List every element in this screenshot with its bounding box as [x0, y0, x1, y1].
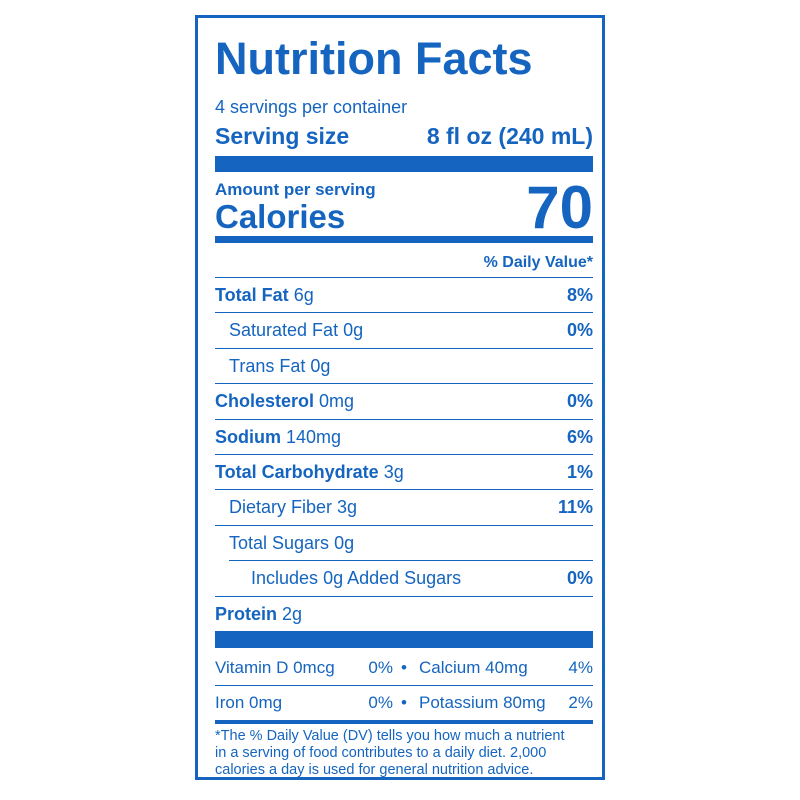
bullet: •	[401, 693, 407, 712]
footnote-line: in a serving of food contributes to a da…	[215, 745, 547, 761]
nutrient-amount: 0g	[343, 320, 364, 341]
vitamin-dv: 2%	[568, 693, 593, 712]
vitamin-dv: 0%	[368, 693, 393, 712]
serving-size: Serving size 8 fl oz (240 mL)	[215, 122, 593, 150]
serving-size-label: Serving size	[215, 123, 350, 149]
vitamin-name: Potassium 80mg	[419, 693, 546, 712]
thick-bar	[215, 156, 593, 172]
nutrient-amount: 140mg	[286, 426, 342, 447]
nutrient-dv: 1%	[566, 462, 593, 482]
row-divider	[215, 419, 593, 420]
nutrient-name: Dietary Fiber	[229, 497, 333, 518]
nutrient-row: Total Carbohydrate 3g	[215, 461, 404, 483]
nutrient-name: Saturated Fat	[229, 320, 339, 341]
row-divider	[215, 277, 593, 278]
servings: 4 servings per container	[215, 97, 408, 117]
amount-per-serving: Amount per serving	[215, 180, 376, 199]
nutrient-row: Total Sugars 0g	[229, 532, 354, 554]
row-divider	[215, 312, 593, 313]
nutrient-row: Dietary Fiber 3g	[229, 496, 357, 518]
nutrient-row: Saturated Fat 0g	[229, 319, 363, 341]
row-divider	[215, 454, 593, 455]
vitamin-name: Iron 0mg	[215, 693, 283, 712]
nutrient-name: Sodium	[215, 426, 281, 447]
medium-bar	[215, 720, 593, 724]
vitamin-dv: 4%	[568, 658, 593, 677]
nutrient-row: Cholesterol 0mg	[215, 390, 354, 412]
footnote-line: calories a day is used for general nutri…	[215, 762, 534, 778]
daily-value-header: % Daily Value*	[483, 254, 593, 271]
nutrient-name: Total Fat	[215, 285, 289, 305]
nutrient-name: Total Sugars	[229, 532, 330, 553]
nutrient-name: Trans Fat	[229, 355, 306, 376]
thick-bar	[215, 631, 593, 648]
nutrient-dv: 0%	[566, 568, 593, 589]
medium-bar	[215, 236, 593, 243]
nutrient-amount: 0g	[334, 532, 355, 553]
nutrient-amount: 6g	[293, 285, 314, 305]
nutrient-dv: 0%	[566, 320, 593, 341]
nutrient-dv: 0%	[566, 391, 593, 412]
nutrient-row: Includes 0g Added Sugars	[251, 567, 461, 589]
nutrient-amount: 0g Added Sugars	[323, 568, 462, 589]
nutrient-row: Protein 2g	[215, 603, 302, 625]
row-divider	[229, 560, 593, 561]
nutrient-name: Cholesterol	[215, 391, 315, 412]
nutrient-dv: 8%	[566, 285, 593, 305]
row-divider	[215, 596, 593, 597]
bullet: •	[401, 658, 407, 677]
nutrient-amount: 0g	[310, 355, 331, 376]
nutrient-amount: 3g	[337, 497, 358, 518]
row-divider	[215, 525, 593, 526]
row-divider	[215, 383, 593, 384]
vitamin-name: Calcium 40mg	[419, 658, 528, 677]
title: Nutrition Facts	[215, 33, 533, 84]
nutrient-row: Sodium 140mg	[215, 426, 341, 448]
footnote-line: *The % Daily Value (DV) tells you how mu…	[215, 728, 565, 744]
vitamin-name: Vitamin D 0mcg	[215, 658, 335, 677]
calories-label: Calories	[215, 198, 346, 235]
nutrition-label: Nutrition Facts 4 servings per container S…	[195, 15, 605, 780]
vitamin-dv: 0%	[368, 658, 393, 677]
nutrient-dv: 11%	[557, 497, 593, 518]
nutrient-name: Includes	[251, 568, 319, 589]
serving-size-value: 8 fl oz (240 mL)	[426, 123, 593, 149]
nutrient-row: Trans Fat 0g	[229, 355, 330, 377]
nutrient-amount: 2g	[282, 603, 303, 624]
row-divider	[215, 348, 593, 349]
nutrient-name: Total Carbohydrate	[215, 462, 379, 482]
nutrient-dv: 6%	[566, 426, 593, 447]
nutrient-amount: 0mg	[319, 391, 355, 412]
nutrient-amount: 3g	[383, 462, 404, 482]
row-divider	[215, 489, 593, 490]
row-divider	[215, 685, 593, 686]
calories-value: 70	[526, 174, 593, 241]
nutrient-row: Total Fat 6g	[215, 284, 314, 306]
nutrient-name: Protein	[215, 603, 278, 624]
